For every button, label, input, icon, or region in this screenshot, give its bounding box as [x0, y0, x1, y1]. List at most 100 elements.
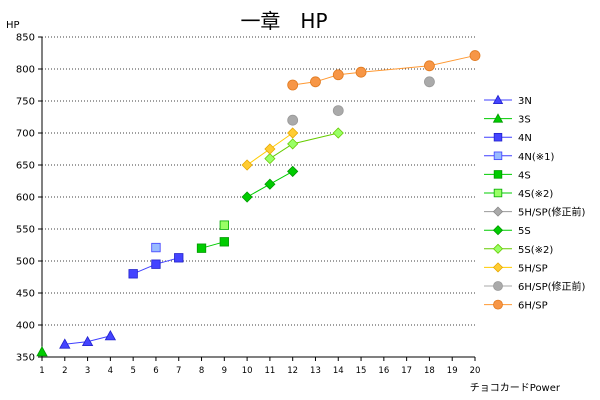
y-tick-label: 750: [16, 97, 35, 108]
data-point: [332, 69, 344, 81]
data-point: [469, 50, 481, 61]
data-point: [219, 220, 229, 230]
series-line: [269, 132, 339, 160]
x-tick-label: 7: [176, 366, 181, 376]
data-point: [81, 335, 94, 347]
data-point: [128, 269, 138, 279]
x-tick-label: 14: [333, 366, 344, 376]
legend-item: 4S: [484, 170, 531, 181]
data-point: [264, 153, 276, 165]
legend-item: 5H/SP: [484, 262, 548, 274]
legend-label: 4S: [518, 170, 531, 181]
legend-item: 4N(※1): [484, 151, 554, 163]
legend-label: 4N: [518, 133, 532, 144]
legend-marker: [493, 151, 503, 161]
x-tick-label: 11: [264, 366, 275, 376]
legend-marker: [492, 94, 504, 104]
x-tick-label: 13: [310, 366, 321, 376]
legend-marker: [492, 206, 504, 217]
x-tick-label: 16: [378, 366, 389, 376]
x-tick-label: 3: [85, 366, 90, 376]
legend-label: 6H/SP(修正前): [518, 280, 586, 293]
y-tick-label: 850: [16, 33, 35, 44]
x-tick-label: 6: [153, 366, 158, 376]
y-axis-label: HP: [6, 20, 20, 31]
data-point: [174, 253, 184, 263]
data-point: [332, 105, 344, 116]
data-point: [287, 114, 299, 126]
legend-marker: [493, 188, 503, 198]
y-tick-label: 800: [16, 65, 35, 76]
data-point: [424, 76, 435, 88]
data-point: [264, 178, 276, 190]
data-point: [355, 66, 367, 78]
data-point: [287, 165, 299, 177]
data-point: [287, 127, 299, 139]
data-point: [219, 237, 229, 247]
x-tick-label: 18: [424, 366, 435, 376]
y-tick-label: 450: [16, 289, 35, 300]
x-tick-label: 17: [401, 366, 412, 376]
legend-label: 3N: [518, 96, 532, 107]
legend-label: 5S(※2): [518, 245, 553, 256]
x-tick-label: 8: [199, 366, 204, 376]
x-tick-label: 15: [356, 366, 367, 376]
legend-item: 3N: [484, 94, 532, 107]
data-point: [287, 138, 299, 150]
legend: 3N 3S 4N 4N(※1) 4S 4S(※2) 5H/SP(修正前) 5S 5S(※2) 5H…: [484, 94, 586, 312]
data-point: [287, 79, 299, 91]
x-tick-label: 4: [108, 366, 113, 376]
data-point: [264, 143, 276, 155]
data-point: [151, 242, 161, 253]
x-tick-label: 20: [470, 366, 481, 376]
legend-item: 5S: [484, 225, 531, 237]
legend-label: 5H/SP: [518, 263, 548, 274]
legend-marker: [492, 113, 504, 123]
y-tick-label: 700: [16, 129, 35, 140]
x-tick-label: 9: [222, 366, 227, 376]
y-tick-label: 550: [16, 225, 35, 236]
legend-marker: [493, 281, 503, 291]
legend-marker: [492, 243, 504, 254]
legend-label: 4N(※1): [518, 152, 554, 163]
data-point: [310, 76, 321, 88]
data-point: [104, 330, 117, 341]
data-point: [241, 191, 253, 203]
legend-item: 4S(※2): [484, 188, 553, 200]
y-tick-label: 600: [16, 193, 35, 204]
x-tick-label: 10: [242, 366, 253, 376]
legend-item: 6H/SP(修正前): [484, 280, 586, 293]
legend-label: 5H/SP(修正前): [518, 206, 586, 219]
x-tick-label: 12: [287, 366, 298, 376]
legend-item: 5H/SP(修正前): [484, 206, 586, 219]
legend-label: 3S: [518, 115, 531, 126]
x-tick-label: 5: [130, 366, 135, 376]
legend-marker: [493, 299, 503, 310]
legend-label: 6H/SP: [518, 301, 548, 312]
x-tick-label: 19: [447, 366, 458, 376]
legend-label: 4S(※2): [518, 189, 553, 200]
legend-marker: [493, 132, 503, 142]
data-point: [424, 60, 435, 72]
y-tick-label: 350: [16, 353, 35, 364]
data-point: [196, 243, 207, 253]
legend-marker: [492, 225, 504, 236]
data-point: [241, 159, 253, 171]
x-tick-label: 2: [62, 366, 67, 376]
legend-item: 3S: [484, 113, 531, 126]
y-tick-label: 500: [16, 257, 35, 268]
data-point: [36, 346, 48, 357]
y-tick-label: 650: [16, 161, 35, 172]
x-axis-label: チョコカードPower: [470, 382, 561, 394]
x-tick-label: 1: [39, 366, 44, 376]
data-point: [332, 127, 344, 139]
data-point: [151, 259, 161, 269]
legend-marker: [493, 170, 503, 179]
legend-label: 5S: [518, 226, 531, 237]
legend-marker: [492, 262, 504, 273]
legend-item: 4N: [484, 132, 532, 144]
legend-item: 5S(※2): [484, 243, 553, 256]
